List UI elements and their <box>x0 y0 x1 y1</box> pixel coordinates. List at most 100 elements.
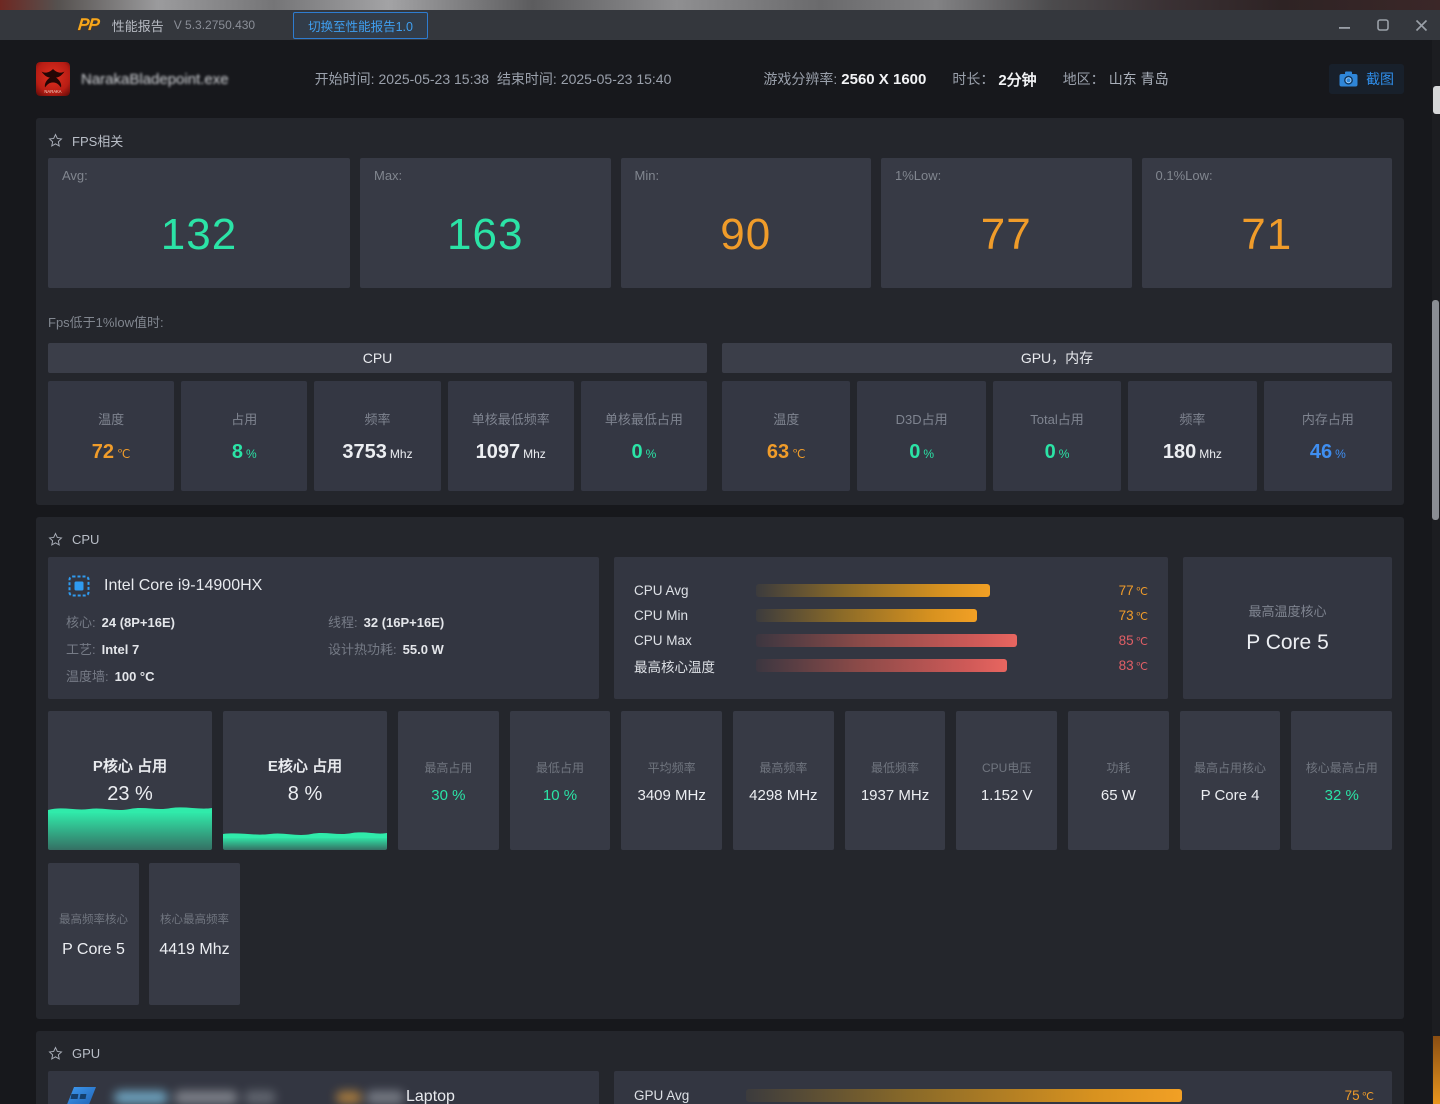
fps-max-value: 163 <box>447 210 524 259</box>
fps-low-note: Fps低于1%low值时: <box>48 315 164 330</box>
low-gpu-d3d-card: D3D占用 0% <box>857 381 986 491</box>
camera-icon <box>1339 71 1358 87</box>
end-time-label: 结束时间: <box>496 71 557 87</box>
gpu-name-blur-2 <box>174 1090 238 1104</box>
cpu-tdp: 设计热功耗: 55.0 W <box>328 642 444 657</box>
pcore-usage-card: P核心 占用 23 % <box>48 711 212 850</box>
low-gpu-header: GPU，内存 <box>722 343 1392 373</box>
ecore-liquid-fill <box>223 828 387 850</box>
hottest-core-card: 最高温度核心 P Core 5 <box>1183 557 1392 699</box>
gpu-name-blur-1 <box>114 1090 168 1104</box>
fps-card-01pct-low: 0.1%Low: 71 <box>1141 158 1392 288</box>
low-cpu-freq-label: 频率 <box>364 411 391 427</box>
background-peek-orange <box>1433 1036 1440 1104</box>
low-gpu-freq-label: 频率 <box>1179 411 1206 427</box>
low-gpu-d3d-label: D3D占用 <box>895 411 948 427</box>
cpu-avg-temp-bar <box>756 584 991 597</box>
low-cpu-minfreq-label: 单核最低频率 <box>471 411 550 427</box>
low-gpu-d3d-value: 0% <box>909 440 934 463</box>
start-time-label: 开始时间: <box>314 71 375 87</box>
cpu-minfreq-card: 最低频率 1937 MHz <box>844 711 946 850</box>
window-controls <box>1338 10 1428 40</box>
duration-value: 2分钟 <box>998 71 1037 89</box>
low-gpu-total-value: 0% <box>1044 440 1070 463</box>
fps-card-avg: Avg: 132 <box>48 158 350 288</box>
background-image-strip <box>0 0 1440 10</box>
gpu-section-title: GPU <box>48 1041 1392 1065</box>
titlebar: PP 性能报告 V 5.3.2750.430 切换至性能报告1.0 <box>0 10 1440 40</box>
cpu-process: 工艺: Intel 7 <box>66 642 140 657</box>
cpu-maxusage-card: 最高占用 30 % <box>398 711 499 850</box>
scrollbar-track <box>1432 40 1440 1104</box>
gpu-chip-icon <box>67 1087 96 1104</box>
naraka-game-icon: NARAKA <box>36 62 70 96</box>
low-gpu-freq-value: 180 Mhz <box>1162 440 1222 463</box>
low-cpu-usage-value: 8% <box>231 440 257 463</box>
low-cpu-header: CPU <box>48 343 707 373</box>
scrollbar-thumb[interactable] <box>1432 300 1439 520</box>
cpu-section-label: CPU <box>72 531 100 547</box>
gpu-info-card: Laptop 品牌:TONGFANG 显存:12G (GDDR7 Samsung… <box>48 1071 599 1104</box>
switch-report-button[interactable]: 切换至性能报告1.0 <box>293 11 428 39</box>
low-gpu-total-label: Total占用 <box>1030 411 1084 427</box>
low-cpu-temp-label: 温度 <box>98 411 125 427</box>
gpu-name-blur-3 <box>244 1090 276 1104</box>
low-cpu-minfreq-card: 单核最低频率 1097 Mhz <box>447 381 574 491</box>
cpu-core-maxusage-card: 核心最高占用 32 % <box>1291 711 1393 850</box>
screenshot-button[interactable]: 截图 <box>1329 64 1404 94</box>
cpu-core-maxfreq-card: 核心最高频率 4419 Mhz <box>149 863 240 1005</box>
end-time-value: 2025-05-23 15:40 <box>560 71 672 87</box>
fps-card-max: Max: 163 <box>360 158 611 288</box>
low-table-cpu: CPU 温度 72 ℃ 占用 8% 频率 3753 Mhz <box>48 343 708 491</box>
gpu-avg-temp-row: GPU Avg 75 ℃ <box>634 1088 1374 1103</box>
gpu-name-blur-4 <box>336 1090 362 1104</box>
app-version: V 5.3.2750.430 <box>173 18 256 32</box>
fps-card-min: Min: 90 <box>620 158 871 288</box>
screenshot-label: 截图 <box>1366 71 1394 87</box>
cpu-section-title: CPU <box>48 527 1392 551</box>
fps-1pct-value: 77 <box>980 210 1032 259</box>
pcore-liquid-fill <box>48 803 212 850</box>
fps-section-label: FPS相关 <box>72 133 124 149</box>
low-cpu-minusage-value: 0% <box>631 440 657 463</box>
report-header: NARAKA NarakaBladepoint.exe 开始时间: 2025-05… <box>36 52 1404 106</box>
cpu-avg-temp-row: CPU Avg 77 ℃ <box>634 583 1148 598</box>
session-times: 开始时间: 2025-05-23 15:38 结束时间: 2025-05-23 15… <box>315 69 676 89</box>
cpu-avgfreq-card: 平均频率 3409 MHz <box>621 711 723 850</box>
duration-label: 时长： <box>952 71 995 87</box>
cpu-panel: CPU Intel Core i9-14900HX 核心: 24 (8P+16E)… <box>36 517 1404 1019</box>
low-table-gpu: GPU，内存 温度 63 ℃ D3D占用 0% Total占用 0% <box>722 343 1393 491</box>
star-icon <box>48 1045 63 1060</box>
fps-01pct-label: 0.1%Low: <box>1155 168 1213 183</box>
resolution-label: 游戏分辨率: <box>763 71 838 87</box>
low-cpu-freq-card: 频率 3753 Mhz <box>314 381 441 491</box>
cpu-name: Intel Core i9-14900HX <box>104 577 263 594</box>
hottest-core-value: P Core 5 <box>1246 631 1329 654</box>
low-cpu-usage-label: 占用 <box>231 411 258 427</box>
gpu-avg-temp-bar <box>746 1089 1182 1102</box>
cpu-maxusage-core-card: 最高占用核心 P Core 4 <box>1179 711 1281 850</box>
cpu-power-card: 功耗 65 W <box>1068 711 1169 850</box>
close-icon[interactable] <box>1414 18 1428 32</box>
cpu-temp-chart: CPU Avg 77 ℃ CPU Min 73 ℃ CPU Max 85 ℃ <box>614 557 1168 699</box>
region-label: 地区： <box>1062 71 1105 87</box>
session-meta: 游戏分辨率: 2560 X 1600 时长： 2分钟 地区： 山东 青岛 <box>763 69 1168 90</box>
cpu-maxcore-temp-row: 最高核心温度 83 ℃ <box>634 658 1148 675</box>
cpu-min-temp-bar <box>756 609 978 622</box>
maximize-icon[interactable] <box>1376 18 1390 32</box>
app-title: 性能报告 <box>111 18 164 34</box>
fps-1pct-label: 1%Low: <box>895 168 942 183</box>
cpu-maxcore-temp-bar <box>756 659 1007 672</box>
low-gpu-freq-card: 频率 180 Mhz <box>1128 381 1257 491</box>
background-peek <box>1433 86 1440 114</box>
fps-cards: Avg: 132 Max: 163 Min: 90 1%Low: 77 0.1%… <box>48 158 1392 288</box>
low-cpu-temp-card: 温度 72 ℃ <box>48 381 175 491</box>
fps-01pct-value: 71 <box>1241 210 1293 259</box>
minimize-icon[interactable] <box>1338 18 1352 32</box>
low-cpu-minfreq-value: 1097 Mhz <box>475 440 546 463</box>
cpu-maxfreq-card: 最高频率 4298 MHz <box>733 711 834 850</box>
low-cpu-freq-value: 3753 Mhz <box>342 440 413 463</box>
cpu-min-temp-row: CPU Min 73 ℃ <box>634 608 1148 623</box>
gpu-temp-chart: GPU Avg 75℃ GPU Min 64℃ <box>614 1071 1392 1104</box>
